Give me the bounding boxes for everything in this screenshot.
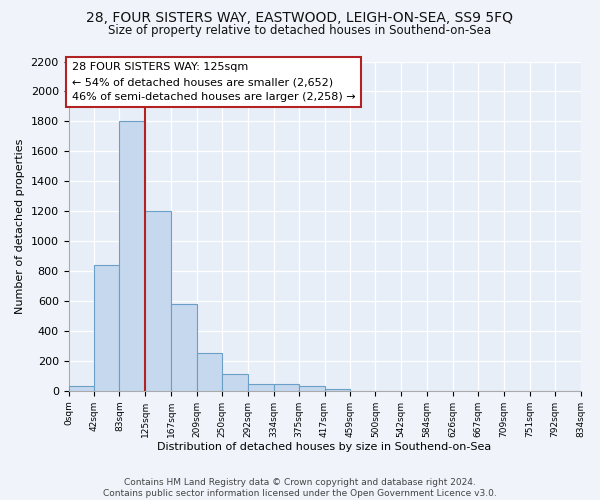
Bar [299,386,325,391]
Bar [248,384,274,391]
Bar [274,384,299,391]
X-axis label: Distribution of detached houses by size in Southend-on-Sea: Distribution of detached houses by size … [157,442,491,452]
Bar [94,265,119,391]
Y-axis label: Number of detached properties: Number of detached properties [15,138,25,314]
Text: 28 FOUR SISTERS WAY: 125sqm
← 54% of detached houses are smaller (2,652)
46% of : 28 FOUR SISTERS WAY: 125sqm ← 54% of det… [71,62,355,102]
Bar [325,388,350,391]
Text: Size of property relative to detached houses in Southend-on-Sea: Size of property relative to detached ho… [109,24,491,37]
Bar [197,352,222,391]
Bar [171,304,197,391]
Bar [119,122,145,391]
Bar [68,386,94,391]
Bar [145,211,171,391]
Bar [222,374,248,391]
Text: Contains HM Land Registry data © Crown copyright and database right 2024.
Contai: Contains HM Land Registry data © Crown c… [103,478,497,498]
Text: 28, FOUR SISTERS WAY, EASTWOOD, LEIGH-ON-SEA, SS9 5FQ: 28, FOUR SISTERS WAY, EASTWOOD, LEIGH-ON… [86,11,514,25]
